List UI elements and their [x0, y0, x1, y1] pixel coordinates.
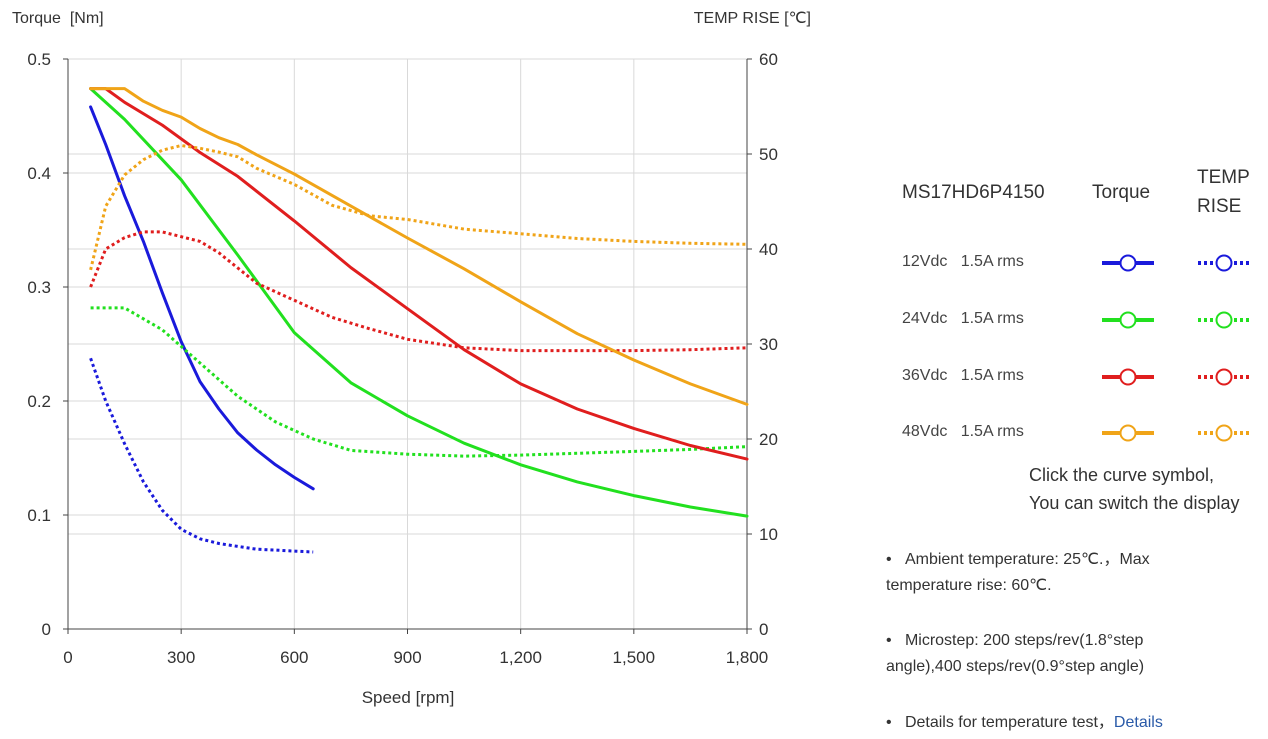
hint-line-2: You can switch the display: [1029, 493, 1240, 513]
legend-row-36vdc: 36Vdc 1.5A rms: [886, 362, 1266, 392]
legend-row-label: 36Vdc 1.5A rms: [902, 367, 1024, 384]
temp-rise-curve-36vdc: [89, 230, 748, 353]
temp-rise-toggle-36vdc[interactable]: [1192, 362, 1256, 392]
grid: [67, 58, 748, 630]
legend-row-label: 48Vdc 1.5A rms: [902, 423, 1024, 440]
torque-curve-48vdc: [89, 87, 749, 406]
y-right-tick-label: 40: [759, 240, 778, 259]
legend-temp-header-line1: TEMP: [1197, 167, 1250, 188]
x-tick-label: 300: [167, 648, 195, 667]
legend-temp-header-line2: RISE: [1197, 196, 1242, 217]
circle-marker-icon: [1215, 424, 1233, 442]
circle-marker-icon: [1119, 254, 1137, 272]
y-left-axis-label: Torque [Nm]: [12, 10, 104, 27]
bullet-icon: •: [886, 632, 905, 649]
y-left-tick-label: 0.3: [27, 278, 51, 297]
y-left-tick-label: 0: [42, 620, 51, 639]
torque-curve-12vdc: [89, 105, 315, 491]
y-right-tick-label: 50: [759, 145, 778, 164]
note-details: • Details for temperature test，Details: [886, 710, 1216, 736]
x-tick-label: 900: [393, 648, 421, 667]
bullet-icon: •: [886, 551, 905, 568]
temp-rise-curve-48vdc: [89, 144, 748, 271]
temp-rise-toggle-12vdc[interactable]: [1192, 248, 1256, 278]
details-link[interactable]: Details: [1113, 714, 1163, 731]
x-tick-label: 0: [63, 648, 72, 667]
circle-marker-icon: [1215, 368, 1233, 386]
y-right-tick-label: 60: [759, 50, 778, 69]
axes: 0 300 600 900 1,200 1,500 1,80000.10.20.30.40.…: [27, 50, 778, 667]
legend-model-name: MS17HD6P4150: [902, 182, 1045, 203]
temp-rise-toggle-48vdc[interactable]: [1192, 418, 1256, 448]
curves: [89, 87, 749, 554]
torque-toggle-48vdc[interactable]: [1096, 418, 1160, 448]
circle-marker-icon: [1215, 254, 1233, 272]
note-ambient-text: Ambient temperature: 25℃.，Max temperatur…: [886, 551, 1150, 594]
y-right-tick-label: 20: [759, 430, 778, 449]
legend-row-12vdc: 12Vdc 1.5A rms: [886, 248, 1266, 278]
y-right-axis-label: TEMP RISE [℃]: [694, 10, 811, 27]
bullet-icon: •: [886, 714, 905, 731]
torque-temp-chart: 0 300 600 900 1,200 1,500 1,80000.10.20.30.40.…: [12, 10, 811, 707]
legend-row-label: 24Vdc 1.5A rms: [902, 310, 1024, 327]
legend-torque-header: Torque: [1092, 182, 1151, 203]
torque-toggle-36vdc[interactable]: [1096, 362, 1160, 392]
y-right-tick-label: 10: [759, 525, 778, 544]
legend-row-label: 12Vdc 1.5A rms: [902, 253, 1024, 270]
note-microstep-text: Microstep: 200 steps/rev(1.8°step angle)…: [886, 632, 1145, 675]
x-axis-label: Speed [rpm]: [362, 688, 455, 707]
circle-marker-icon: [1119, 311, 1137, 329]
legend-row-24vdc: 24Vdc 1.5A rms: [886, 305, 1266, 335]
torque-curve-24vdc: [89, 87, 749, 518]
temp-rise-toggle-24vdc[interactable]: [1192, 305, 1256, 335]
legend-row-48vdc: 48Vdc 1.5A rms: [886, 418, 1266, 448]
x-tick-label: 1,800: [726, 648, 769, 667]
x-tick-label: 1,200: [499, 648, 542, 667]
note-microstep: • Microstep: 200 steps/rev(1.8°step angl…: [886, 628, 1216, 680]
y-right-tick-label: 30: [759, 335, 778, 354]
y-left-tick-label: 0.4: [27, 164, 51, 183]
y-right-tick-label: 0: [759, 620, 768, 639]
torque-toggle-12vdc[interactable]: [1096, 248, 1160, 278]
hint-line-1: Click the curve symbol,: [1029, 465, 1215, 485]
torque-curve-36vdc: [89, 87, 749, 461]
x-tick-label: 1,500: [613, 648, 656, 667]
torque-toggle-24vdc[interactable]: [1096, 305, 1160, 335]
circle-marker-icon: [1119, 368, 1137, 386]
circle-marker-icon: [1119, 424, 1137, 442]
note-details-text: Details for temperature test，: [904, 714, 1114, 731]
y-left-tick-label: 0.2: [27, 392, 51, 411]
note-ambient: • Ambient temperature: 25℃.，Max temperat…: [886, 547, 1216, 599]
y-left-tick-label: 0.5: [27, 50, 51, 69]
circle-marker-icon: [1215, 311, 1233, 329]
temp-rise-curve-12vdc: [89, 357, 314, 554]
y-left-tick-label: 0.1: [27, 506, 51, 525]
x-tick-label: 600: [280, 648, 308, 667]
